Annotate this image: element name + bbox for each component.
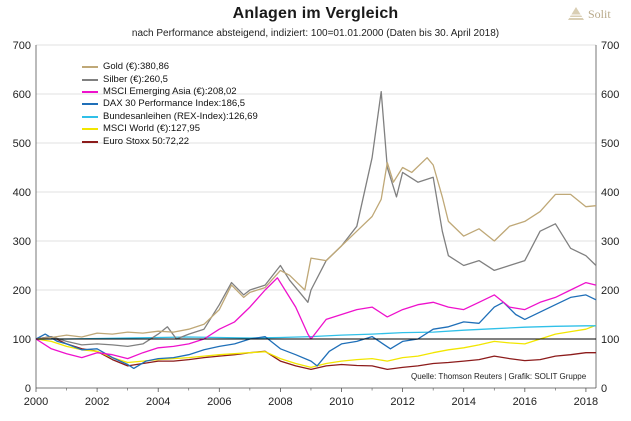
legend-label: DAX 30 Performance Index:186,5 <box>103 98 246 110</box>
chart-legend: Gold (€):380,86 Silber (€):260,5 MSCI Emer… <box>82 61 258 148</box>
legend-swatch <box>82 115 98 118</box>
y-tick-label-right: 400 <box>601 187 619 199</box>
legend-label: MSCI World (€):127,95 <box>103 123 200 135</box>
y-tick-label-right: 100 <box>601 334 619 346</box>
y-tick-label-right: 300 <box>601 236 619 248</box>
y-tick-label-left: 700 <box>13 40 31 52</box>
legend-label: Gold (€):380,86 <box>103 61 170 73</box>
legend-item-silber: Silber (€):260,5 <box>82 73 258 85</box>
y-tick-label-left: 600 <box>13 89 31 101</box>
y-tick-label-right: 500 <box>601 138 619 150</box>
legend-label: Euro Stoxx 50:72,22 <box>103 135 190 147</box>
y-tick-label-right: 0 <box>601 383 607 395</box>
x-tick-label: 2016 <box>513 396 537 408</box>
series-line-silber <box>35 90 597 348</box>
legend-swatch <box>82 78 98 81</box>
series-line-msci-world <box>35 324 597 369</box>
y-tick-label-left: 200 <box>13 285 31 297</box>
y-tick-label-left: 500 <box>13 138 31 150</box>
y-tick-label-left: 100 <box>13 334 31 346</box>
legend-item-euro-stoxx: Euro Stoxx 50:72,22 <box>82 135 258 147</box>
series-line-rex <box>36 325 596 340</box>
legend-swatch <box>82 66 98 69</box>
chart-subtitle: nach Performance absteigend, indiziert: … <box>131 28 500 39</box>
chart-title: Anlagen im Vergleich <box>232 5 399 22</box>
legend-item-msci-world: MSCI World (€):127,95 <box>82 123 258 135</box>
legend-item-msci-em-asia: MSCI Emerging Asia (€):208,02 <box>82 86 258 98</box>
legend-swatch <box>82 90 98 93</box>
legend-swatch <box>82 103 98 106</box>
solit-logo-text: Solit <box>588 7 611 21</box>
x-tick-label: 2004 <box>146 396 170 408</box>
x-tick-label: 2018 <box>574 396 598 408</box>
y-tick-label-left: 400 <box>13 187 31 199</box>
x-tick-label: 2014 <box>451 396 475 408</box>
source-note: Quelle: Thomson Reuters | Grafik: SOLIT … <box>411 372 587 381</box>
y-tick-label-left: 0 <box>25 383 31 395</box>
axes: 0 0 100 100 200 200 300 300 400 400 500 500 600 600 70… <box>13 40 620 408</box>
x-tick-label: 2002 <box>85 396 109 408</box>
legend-swatch <box>82 140 98 143</box>
series-line-gold <box>35 157 597 340</box>
legend-label: Silber (€):260,5 <box>103 73 168 85</box>
x-tick-label: 2010 <box>329 396 353 408</box>
y-tick-label-right: 600 <box>601 89 619 101</box>
solit-logo-icon <box>568 7 584 20</box>
y-tick-label-left: 300 <box>13 236 31 248</box>
y-tick-label-right: 700 <box>601 40 619 52</box>
x-tick-label: 2012 <box>390 396 414 408</box>
legend-item-rex: Bundesanleihen (REX-Index):126,69 <box>82 111 258 123</box>
x-tick-label: 2006 <box>207 396 231 408</box>
y-tick-label-right: 200 <box>601 285 619 297</box>
series-lines <box>35 90 597 371</box>
legend-label: MSCI Emerging Asia (€):208,02 <box>103 85 237 97</box>
x-tick-label: 2000 <box>24 396 48 408</box>
x-tick-label: 2008 <box>268 396 292 408</box>
legend-label: Bundesanleihen (REX-Index):126,69 <box>103 110 258 122</box>
legend-item-dax: DAX 30 Performance Index:186,5 <box>82 98 258 110</box>
legend-item-gold: Gold (€):380,86 <box>82 61 258 73</box>
legend-swatch <box>82 128 98 131</box>
